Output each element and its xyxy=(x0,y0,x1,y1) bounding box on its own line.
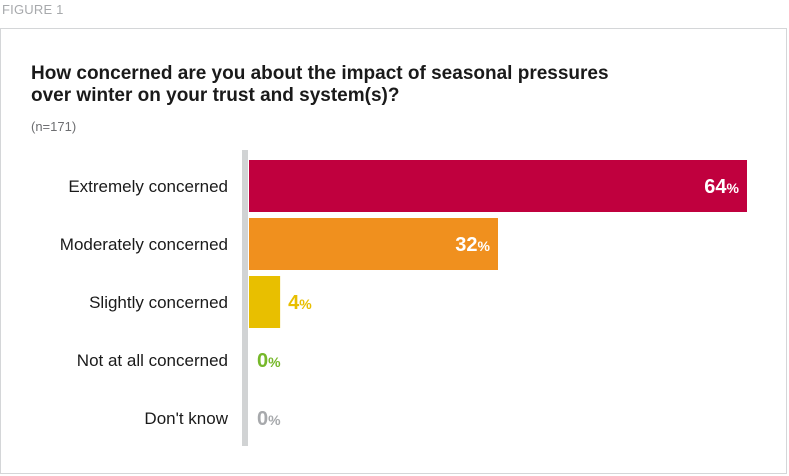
data-label: 0% xyxy=(257,408,281,430)
bar xyxy=(249,218,498,270)
y-axis-line xyxy=(242,150,248,446)
figure-label: FIGURE 1 xyxy=(2,2,64,17)
chart-title: How concerned are you about the impact o… xyxy=(31,63,609,106)
data-label: 0% xyxy=(257,350,281,372)
data-label: 32% xyxy=(455,234,490,256)
bar xyxy=(249,160,747,212)
chart-subtitle: (n=171) xyxy=(31,119,77,134)
data-label: 4% xyxy=(288,292,312,314)
bar xyxy=(249,276,281,328)
category-label: Don't know xyxy=(144,409,228,428)
category-label: Not at all concerned xyxy=(77,351,228,370)
category-label: Extremely concerned xyxy=(68,177,228,196)
data-label: 64% xyxy=(704,176,739,198)
category-label: Moderately concerned xyxy=(60,235,228,254)
category-label: Slightly concerned xyxy=(89,293,228,312)
